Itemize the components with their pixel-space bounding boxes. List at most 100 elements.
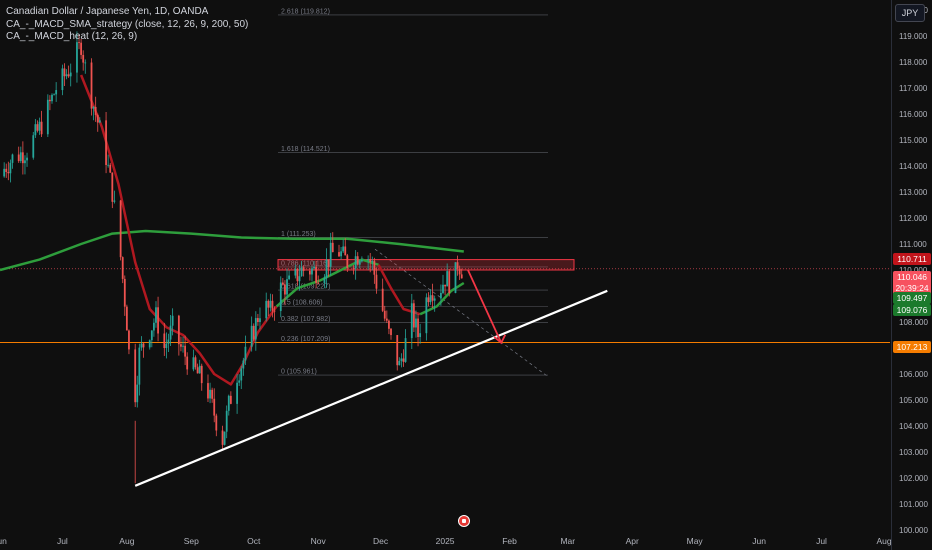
candle-body: [238, 380, 241, 383]
y-tick-label: 111.000: [899, 240, 927, 249]
resistance-zone: [277, 259, 575, 271]
candle-body: [84, 62, 87, 64]
candle-body: [442, 284, 444, 293]
candle-body: [196, 367, 199, 374]
candle-body: [165, 343, 168, 349]
candle-body: [61, 68, 64, 91]
candle-body: [198, 365, 201, 374]
candle-body: [213, 398, 216, 416]
canada-flag-icon[interactable]: [458, 515, 470, 527]
candle-body: [346, 255, 349, 269]
candle-body: [375, 274, 378, 289]
y-tick-label: 118.000: [899, 58, 928, 67]
candle-body: [184, 345, 187, 357]
candle-body: [36, 124, 39, 131]
last-price-tag: [893, 271, 931, 295]
candle-body: [371, 260, 374, 262]
candle-body: [396, 335, 399, 366]
candle-body: [446, 271, 449, 287]
candle-body: [157, 307, 159, 334]
candle-body: [209, 389, 211, 399]
candle-body: [390, 328, 392, 336]
y-tick-label: 100.000: [899, 526, 928, 535]
candle-body: [240, 368, 243, 381]
candle-body: [123, 278, 126, 307]
candle-body: [5, 168, 8, 172]
candle-body: [344, 246, 347, 256]
x-tick-label: May: [687, 536, 704, 546]
support-trendline: [134, 289, 608, 487]
indicator-macd-heat[interactable]: CA_-_MACD_heat (12, 26, 9): [6, 31, 138, 42]
candle-body: [431, 295, 434, 301]
y-tick-label: 119.000: [899, 32, 928, 41]
candle-body: [417, 318, 419, 338]
candle-body: [254, 318, 257, 340]
candle-body: [265, 300, 268, 319]
x-tick-label: Feb: [502, 536, 517, 546]
candle-body: [302, 267, 305, 271]
candle-body: [17, 154, 20, 162]
candle-body: [236, 382, 238, 404]
y-tick-label: 113.000: [899, 188, 928, 197]
candle-body: [76, 42, 78, 73]
x-tick-label: Jun: [0, 536, 7, 546]
candle-body: [140, 343, 143, 348]
candle-body: [227, 395, 230, 411]
candle-body: [92, 106, 95, 109]
candle-body: [311, 268, 313, 275]
candle-body: [167, 339, 170, 344]
candle-body: [327, 259, 330, 267]
candle-body: [94, 106, 97, 116]
y-tick-label: 105.000: [899, 396, 928, 405]
candle-body: [53, 94, 55, 96]
currency-button[interactable]: JPY: [895, 4, 925, 22]
candle-body: [177, 315, 180, 345]
candle-body: [136, 384, 139, 403]
candle-body: [286, 279, 288, 295]
candle-body: [128, 330, 130, 350]
candle-body: [329, 242, 332, 267]
candle-body: [419, 333, 422, 338]
candle-body: [331, 242, 334, 253]
candle-body: [415, 318, 417, 328]
candle-body: [98, 120, 101, 123]
x-tick-label: Jul: [57, 536, 68, 546]
candle-body: [65, 74, 68, 77]
candle-body: [200, 365, 203, 384]
candle-body: [38, 121, 41, 131]
candle-body: [125, 306, 128, 331]
ma-green-line: [0, 229, 464, 272]
candle-body: [383, 310, 386, 319]
x-tick-label: Sep: [184, 536, 199, 546]
candle-body: [296, 268, 299, 282]
candle-body: [342, 246, 345, 252]
candle-body: [67, 74, 70, 77]
candle-body: [182, 345, 184, 347]
candle-body: [55, 90, 58, 95]
symbol-title[interactable]: Canadian Dollar / Japanese Yen, 1D, OAND…: [6, 6, 209, 17]
candle-body: [49, 99, 51, 102]
y-tick-label: 110.000: [899, 266, 928, 275]
candle-body: [315, 266, 318, 283]
candle-body: [51, 94, 53, 102]
candle-body: [388, 320, 390, 329]
candle-body: [7, 171, 10, 174]
candle-body: [381, 288, 384, 311]
y-tick-label: 103.000: [899, 448, 928, 457]
candle-body: [69, 72, 72, 77]
candle-body: [229, 395, 232, 404]
candle-body: [281, 282, 284, 285]
y-tick-label: 101.000: [899, 500, 928, 509]
x-tick-label: Nov: [311, 536, 327, 546]
indicator-macd-sma[interactable]: CA_-_MACD_SMA_strategy (close, 12, 26, 9…: [6, 18, 249, 30]
candle-body: [313, 266, 315, 269]
candle-body: [46, 99, 49, 135]
fib-level-label: 0 (105.961): [281, 369, 317, 376]
candle-body: [134, 349, 137, 403]
candle-body: [119, 200, 122, 258]
candle-body: [256, 318, 259, 323]
candle-body: [412, 303, 415, 328]
x-tick-label: 2025: [436, 536, 455, 546]
